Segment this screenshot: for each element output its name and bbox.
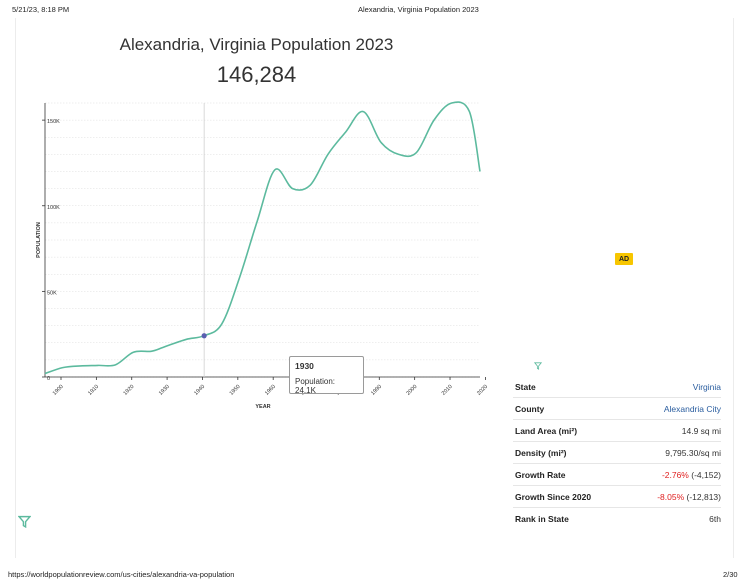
- page-edge-right: [733, 18, 734, 558]
- print-title: Alexandria, Virginia Population 2023: [358, 5, 479, 14]
- x-tick-label: 2000: [405, 384, 418, 397]
- row-label: Rank in State: [515, 513, 569, 524]
- row-label: State: [515, 381, 536, 392]
- row-value: 6th: [709, 513, 721, 524]
- row-value: -2.76% (-4,152): [662, 470, 721, 480]
- row-label: Growth Rate: [515, 469, 566, 480]
- row-label: County: [515, 403, 545, 414]
- chart-tooltip: 1930 Population: 24.1K: [289, 356, 364, 395]
- population-count: 146,284: [216, 62, 297, 87]
- change-amount: (-12,813): [684, 491, 722, 502]
- table-row: Rank in State 6th: [513, 508, 721, 529]
- row-label: Density (mi²): [515, 447, 567, 458]
- table-row: Growth Rate -2.76% (-4,152): [513, 464, 721, 486]
- filter-icon[interactable]: [534, 362, 542, 370]
- row-value[interactable]: Alexandria City: [663, 403, 721, 414]
- grid-layer: [45, 102, 480, 378]
- population-chart[interactable]: 0 50K 100K 150K 1900 1910 1920 1930 1940 1950 1960…: [0, 98, 500, 418]
- print-url: https://worldpopulationreview.com/us-cit…: [8, 570, 235, 579]
- row-value[interactable]: Virginia: [692, 381, 721, 392]
- x-tick-label: 1910: [87, 384, 100, 397]
- x-tick-label: 1950: [229, 384, 242, 397]
- x-tick-label: 2010: [441, 384, 454, 397]
- print-page-number: 2/30: [723, 570, 738, 579]
- table-row: Growth Since 2020 -8.05% (-12,813): [513, 486, 721, 508]
- population-series-line: [44, 101, 481, 375]
- x-tick-label: 1960: [264, 384, 277, 397]
- x-tick-label: 1990: [370, 384, 383, 397]
- y-tick-label: 50K: [47, 290, 57, 296]
- row-label: Growth Since 2020: [515, 491, 592, 502]
- x-axis-title: YEAR: [255, 404, 270, 410]
- page-edge-left: [15, 18, 16, 558]
- row-value: 9,795.30/sq mi: [665, 447, 721, 458]
- table-row: Density (mi²) 9,795.30/sq mi: [513, 442, 721, 464]
- page-title: Alexandria, Virginia Population 2023: [119, 35, 394, 54]
- axis-layer: [42, 103, 486, 380]
- y-tick-label: 100K: [47, 205, 60, 211]
- table-row: County Alexandria City: [513, 398, 721, 420]
- x-tick-label: 1920: [123, 384, 136, 397]
- tooltip-year: 1930: [295, 361, 314, 371]
- negative-value: -2.76%: [661, 469, 689, 480]
- print-header: 5/21/23, 8:18 PM Alexandria, Virginia Po…: [0, 5, 738, 17]
- city-facts-rows: State Virginia County Alexandria City Land A…: [513, 376, 721, 529]
- city-facts-table: State Virginia County Alexandria City Land A…: [513, 376, 721, 529]
- ad-badge[interactable]: AD: [615, 253, 633, 265]
- x-tick-label: 2020: [476, 384, 489, 397]
- highlight-point: [201, 333, 207, 339]
- change-amount: (-4,152): [688, 469, 721, 480]
- y-tick-label: 0: [47, 376, 50, 382]
- row-value: -8.05% (-12,813): [657, 492, 721, 502]
- x-tick-label: 1940: [193, 384, 206, 397]
- tooltip-value: Population: 24.1K: [295, 377, 336, 395]
- row-value: 14.9 sq mi: [681, 425, 721, 436]
- y-axis-title: POPULATION: [36, 222, 42, 258]
- y-tick-label: 150K: [47, 119, 60, 125]
- x-tick-label: 1900: [52, 384, 65, 397]
- print-footer: https://worldpopulationreview.com/us-cit…: [0, 570, 738, 582]
- table-row: Land Area (mi²) 14.9 sq mi: [513, 420, 721, 442]
- x-tick-label: 1930: [158, 384, 171, 397]
- table-row: State Virginia: [513, 376, 721, 398]
- print-date: 5/21/23, 8:18 PM: [12, 5, 70, 14]
- row-label: Land Area (mi²): [515, 425, 578, 436]
- negative-value: -8.05%: [657, 491, 685, 502]
- filter-icon[interactable]: [18, 515, 31, 528]
- series-layer: [44, 101, 481, 377]
